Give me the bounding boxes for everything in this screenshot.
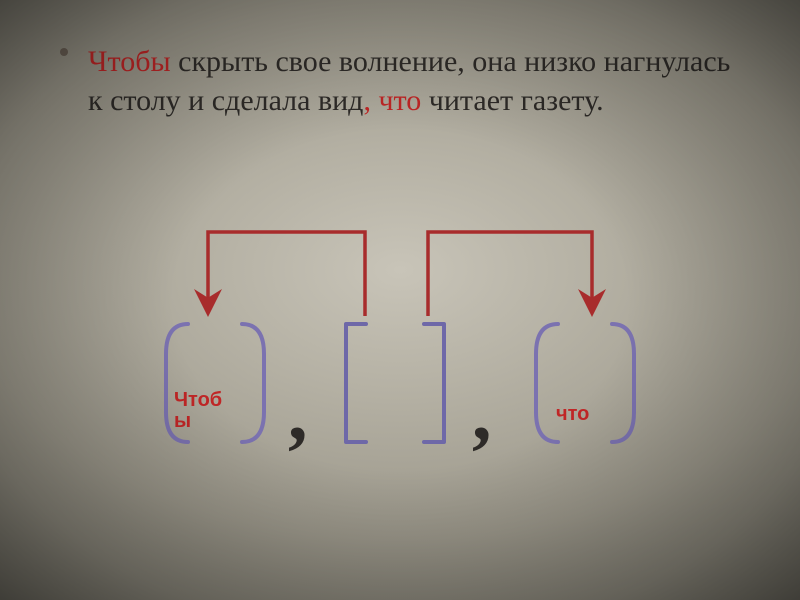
round-bracket-right <box>530 318 640 448</box>
diagram-label-left: Чтобы <box>174 390 222 432</box>
bullet-icon <box>60 48 68 56</box>
sentence-part-4: читает газету. <box>421 84 603 117</box>
dependency-arrows <box>170 198 640 322</box>
sentence-part-0: Чтобы <box>88 45 171 78</box>
comma-1: , <box>288 368 308 458</box>
comma-2: , <box>472 368 492 458</box>
syntax-diagram: , , Чтобы что <box>0 260 800 580</box>
sentence-block: Чтобы скрыть свое волнение, она низко на… <box>60 42 740 120</box>
square-bracket-center <box>340 318 450 448</box>
sentence-part-3: что <box>378 84 421 117</box>
diagram-label-right: что <box>556 404 589 425</box>
sentence-text: Чтобы скрыть свое волнение, она низко на… <box>88 42 740 120</box>
sentence-part-2: , <box>363 84 378 117</box>
